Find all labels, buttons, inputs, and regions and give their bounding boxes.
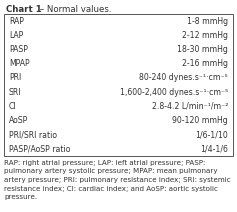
Text: 90-120 mmHg: 90-120 mmHg	[172, 116, 228, 125]
Text: 2-16 mmHg: 2-16 mmHg	[182, 59, 228, 68]
Text: LAP: LAP	[9, 31, 23, 40]
Text: PRI/SRI ratio: PRI/SRI ratio	[9, 130, 57, 139]
Bar	[4, 14, 233, 156]
Text: PRI: PRI	[9, 73, 21, 82]
Text: 1/4-1/6: 1/4-1/6	[200, 144, 228, 153]
Text: 1-8 mmHg: 1-8 mmHg	[187, 17, 228, 26]
Text: 80-240 dynes.s⁻¹·cm⁻⁵: 80-240 dynes.s⁻¹·cm⁻⁵	[139, 73, 228, 82]
Text: 1,600-2,400 dynes.s⁻¹·cm⁻⁵: 1,600-2,400 dynes.s⁻¹·cm⁻⁵	[120, 88, 228, 97]
Text: SRI: SRI	[9, 88, 22, 97]
Text: PASP/AoSP ratio: PASP/AoSP ratio	[9, 144, 70, 153]
Text: 1/6-1/10: 1/6-1/10	[195, 130, 228, 139]
Text: AoSP: AoSP	[9, 116, 28, 125]
Text: 2-12 mmHg: 2-12 mmHg	[182, 31, 228, 40]
Text: 2.8-4.2 L/min⁻¹/m⁻²: 2.8-4.2 L/min⁻¹/m⁻²	[152, 102, 228, 111]
Text: pressure.: pressure.	[4, 194, 37, 200]
Text: pulmonary artery systolic pressure; MPAP: mean pulmonary: pulmonary artery systolic pressure; MPAP…	[4, 169, 218, 174]
Text: artery pressure; PRI: pulmonary resistance index; SRI: systemic: artery pressure; PRI: pulmonary resistan…	[4, 177, 231, 183]
Text: Chart 1: Chart 1	[6, 5, 42, 14]
Text: RAP: right atrial pressure; LAP: left atrial pressure; PASP:: RAP: right atrial pressure; LAP: left at…	[4, 160, 205, 166]
Text: resistance index; CI: cardiac index; and AoSP: aortic systolic: resistance index; CI: cardiac index; and…	[4, 186, 218, 191]
Text: – Normal values.: – Normal values.	[37, 5, 111, 14]
Text: PASP: PASP	[9, 45, 28, 54]
Text: RAP: RAP	[9, 17, 24, 26]
Text: 18-30 mmHg: 18-30 mmHg	[177, 45, 228, 54]
Text: CI: CI	[9, 102, 17, 111]
Text: MPAP: MPAP	[9, 59, 30, 68]
